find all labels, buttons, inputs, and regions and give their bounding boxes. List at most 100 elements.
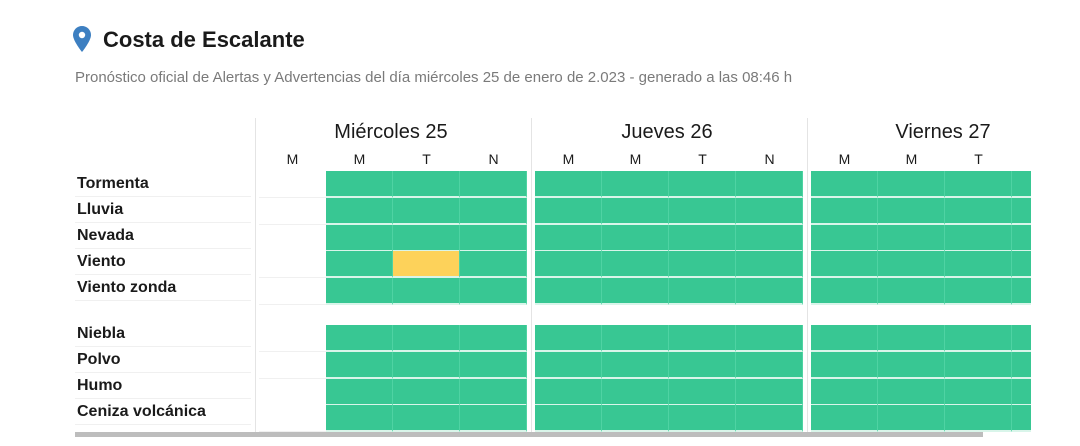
alert-cell-green[interactable] — [1012, 378, 1031, 406]
alert-cell-green[interactable] — [945, 278, 1012, 306]
alert-cell-green[interactable] — [535, 405, 602, 433]
alert-cell-green[interactable] — [460, 278, 527, 306]
alert-cell-green[interactable] — [736, 197, 803, 225]
alert-cell-green[interactable] — [811, 224, 878, 252]
alert-cell-green[interactable] — [535, 378, 602, 406]
alert-cell-green[interactable] — [945, 171, 1012, 198]
alert-cell-green[interactable] — [945, 251, 1012, 279]
alert-cell-green[interactable] — [326, 171, 393, 198]
alert-cell-green[interactable] — [811, 405, 878, 433]
alert-cell-green[interactable] — [878, 405, 945, 433]
alert-cell-green[interactable] — [736, 325, 803, 352]
alert-cell-green[interactable] — [326, 405, 393, 433]
alert-cell-green[interactable] — [878, 351, 945, 379]
alert-cell-green[interactable] — [326, 325, 393, 352]
alert-cell-green[interactable] — [811, 378, 878, 406]
alert-cell-green[interactable] — [878, 378, 945, 406]
alert-cell-green[interactable] — [393, 171, 460, 198]
alert-cell-green[interactable] — [393, 278, 460, 306]
alert-cell-green[interactable] — [811, 325, 878, 352]
alert-cell-green[interactable] — [1012, 351, 1031, 379]
alert-cell-green[interactable] — [878, 224, 945, 252]
alert-cell-green[interactable] — [535, 224, 602, 252]
alert-cell-green[interactable] — [326, 197, 393, 225]
alert-cell-green[interactable] — [1012, 224, 1031, 252]
alert-cell-green[interactable] — [602, 278, 669, 306]
alert-cell-green[interactable] — [602, 251, 669, 279]
alert-cell-yellow[interactable] — [393, 251, 460, 279]
alert-cell-green[interactable] — [393, 224, 460, 252]
alert-cell-green[interactable] — [878, 197, 945, 225]
alert-cell-green[interactable] — [1012, 251, 1031, 279]
alert-cell-green[interactable] — [535, 197, 602, 225]
alert-cell-green[interactable] — [1012, 278, 1031, 306]
alert-cell-green[interactable] — [393, 405, 460, 433]
alert-cell-green[interactable] — [945, 197, 1012, 225]
alert-cell-green[interactable] — [736, 171, 803, 198]
alert-cell-green[interactable] — [535, 325, 602, 352]
alert-cell-green[interactable] — [326, 251, 393, 279]
alert-cell-green[interactable] — [945, 378, 1012, 406]
alert-cell-green[interactable] — [736, 251, 803, 279]
alert-cell-green[interactable] — [669, 278, 736, 306]
alert-cell-green[interactable] — [460, 325, 527, 352]
alert-cell-green[interactable] — [669, 351, 736, 379]
alert-cell-green[interactable] — [393, 378, 460, 406]
alert-grid[interactable]: Miércoles 25 M M T N Jueves 26 M M T N Viernes 27 M… — [255, 118, 1031, 436]
alert-cell-green[interactable] — [669, 197, 736, 225]
alert-cell-green[interactable] — [535, 278, 602, 306]
alert-cell-green[interactable] — [460, 171, 527, 198]
alert-cell-green[interactable] — [669, 224, 736, 252]
alert-cell-green[interactable] — [669, 378, 736, 406]
alert-cell-green[interactable] — [326, 224, 393, 252]
alert-cell-green[interactable] — [602, 351, 669, 379]
alert-cell-green[interactable] — [945, 325, 1012, 352]
alert-cell-green[interactable] — [811, 171, 878, 198]
alert-cell-green[interactable] — [602, 325, 669, 352]
alert-cell-green[interactable] — [602, 171, 669, 198]
alert-cell-green[interactable] — [460, 351, 527, 379]
alert-cell-green[interactable] — [326, 351, 393, 379]
alert-cell-green[interactable] — [878, 251, 945, 279]
alert-cell-green[interactable] — [811, 197, 878, 225]
alert-cell-green[interactable] — [393, 351, 460, 379]
alert-cell-green[interactable] — [736, 405, 803, 433]
alert-cell-green[interactable] — [326, 278, 393, 306]
alert-cell-green[interactable] — [736, 351, 803, 379]
alert-cell-green[interactable] — [1012, 171, 1031, 198]
alert-cell-green[interactable] — [460, 378, 527, 406]
alert-cell-green[interactable] — [945, 224, 1012, 252]
alert-cell-green[interactable] — [1012, 405, 1031, 433]
alert-cell-green[interactable] — [669, 325, 736, 352]
alert-cell-green[interactable] — [393, 197, 460, 225]
alert-cell-green[interactable] — [460, 405, 527, 433]
alert-cell-green[interactable] — [736, 378, 803, 406]
alert-cell-green[interactable] — [878, 278, 945, 306]
alert-cell-green[interactable] — [602, 224, 669, 252]
alert-cell-green[interactable] — [945, 405, 1012, 433]
alert-cell-green[interactable] — [811, 278, 878, 306]
alert-cell-green[interactable] — [669, 251, 736, 279]
alert-cell-green[interactable] — [326, 378, 393, 406]
alert-cell-green[interactable] — [602, 197, 669, 225]
alert-cell-green[interactable] — [878, 171, 945, 198]
alert-cell-green[interactable] — [736, 278, 803, 306]
alert-cell-green[interactable] — [460, 224, 527, 252]
alert-cell-green[interactable] — [460, 197, 527, 225]
alert-cell-green[interactable] — [393, 325, 460, 352]
alert-cell-green[interactable] — [1012, 197, 1031, 225]
alert-cell-green[interactable] — [811, 351, 878, 379]
alert-cell-green[interactable] — [945, 351, 1012, 379]
alert-cell-green[interactable] — [535, 251, 602, 279]
alert-cell-green[interactable] — [1012, 325, 1031, 352]
alert-cell-green[interactable] — [460, 251, 527, 279]
alert-cell-green[interactable] — [669, 171, 736, 198]
alert-cell-green[interactable] — [535, 171, 602, 198]
alert-cell-green[interactable] — [602, 405, 669, 433]
alert-cell-green[interactable] — [878, 325, 945, 352]
alert-cell-green[interactable] — [669, 405, 736, 433]
alert-cell-green[interactable] — [535, 351, 602, 379]
horizontal-scrollbar[interactable] — [75, 432, 983, 437]
alert-cell-green[interactable] — [602, 378, 669, 406]
alert-cell-green[interactable] — [811, 251, 878, 279]
